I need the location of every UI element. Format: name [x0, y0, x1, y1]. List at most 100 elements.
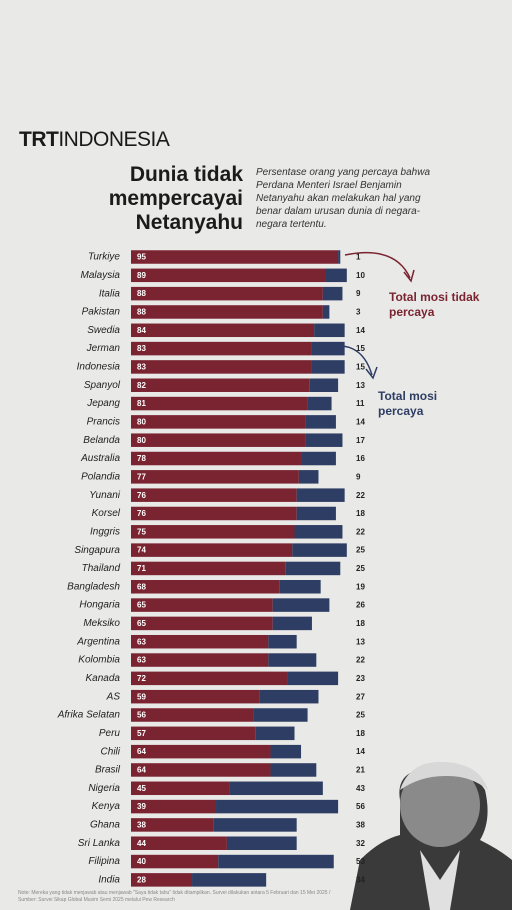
value-label: 68 [137, 582, 146, 591]
value-label: 75 [137, 527, 146, 536]
bar-segment [131, 323, 315, 338]
value-label: 32 [356, 839, 365, 848]
bar-segment [131, 763, 271, 777]
bar-segment [325, 268, 347, 283]
bar-segment [309, 378, 339, 392]
value-label: 18 [356, 729, 365, 738]
category-label: India [98, 875, 120, 886]
value-label: 95 [137, 253, 146, 262]
bar-segment [131, 836, 227, 850]
legend-entry: Total mosi percaya [378, 389, 438, 418]
category-label: Sri Lanka [78, 838, 121, 849]
category-label: Peru [99, 728, 121, 739]
value-label: 88 [137, 289, 146, 298]
arrow-head [403, 269, 415, 283]
value-label: 81 [137, 399, 146, 408]
bar-segment [268, 653, 317, 667]
value-label: 1 [356, 253, 361, 262]
category-label: Korsel [92, 508, 121, 519]
value-label: 64 [137, 747, 146, 756]
bar-segment [298, 470, 319, 484]
bar-segment [131, 268, 326, 283]
bar-segment [285, 561, 341, 576]
logo: TRTINDONESIA [19, 128, 170, 152]
category-label: Yunani [89, 490, 121, 501]
value-label: 14 [356, 326, 365, 335]
value-label: 74 [137, 546, 146, 555]
arrow-head [365, 366, 378, 380]
value-label: 43 [356, 784, 365, 793]
bar-segment [307, 396, 332, 411]
category-label: Jepang [86, 398, 120, 409]
value-label: 76 [137, 509, 146, 518]
bar-segment [131, 506, 297, 521]
value-label: 64 [137, 766, 146, 775]
bar-segment [268, 634, 297, 649]
value-label: 89 [137, 271, 146, 280]
bar-segment [131, 726, 256, 741]
footnote: Note: Mereka yang tidak menjawab atau me… [18, 890, 331, 903]
value-label: 53 [356, 857, 365, 866]
bar-segment [131, 396, 308, 411]
bar-segment [218, 854, 334, 869]
value-label: 44 [137, 839, 146, 848]
value-label: 3 [356, 308, 361, 317]
value-label: 16 [356, 454, 365, 463]
category-label: Nigeria [88, 783, 120, 794]
value-label: 21 [356, 766, 365, 775]
bar-segment [294, 525, 343, 539]
category-label: Bangladesh [67, 581, 120, 592]
value-label: 65 [137, 601, 146, 610]
portrait [350, 761, 512, 910]
value-label: 56 [137, 711, 146, 720]
value-label: 25 [356, 546, 365, 555]
category-label: Hongaria [79, 600, 120, 611]
value-label: 9 [356, 472, 361, 481]
value-label: 23 [356, 674, 365, 683]
category-label: Swedia [87, 325, 120, 336]
bar-segment [314, 323, 345, 338]
value-label: 28 [137, 875, 146, 884]
bar-segment [270, 763, 317, 777]
bar-segment [259, 689, 319, 704]
bar-segment [131, 799, 217, 814]
bar-segment [131, 689, 260, 704]
category-label: Brasil [95, 765, 121, 776]
value-label: 80 [137, 417, 146, 426]
bar-segment [296, 506, 336, 521]
bar-segment [131, 634, 269, 649]
value-label: 38 [356, 821, 365, 830]
value-label: 13 [356, 637, 365, 646]
value-label: 15 [356, 363, 365, 372]
value-label: 39 [137, 802, 146, 811]
bar-segment [131, 341, 312, 356]
value-label: 25 [356, 564, 365, 573]
bar-segment [287, 671, 339, 686]
arrow [344, 251, 411, 279]
value-label: 18 [356, 509, 365, 518]
value-label: 45 [137, 784, 146, 793]
category-label: Polandia [81, 471, 120, 482]
category-label: Turkiye [88, 252, 120, 263]
value-label: 63 [137, 637, 146, 646]
value-label: 15 [356, 344, 365, 353]
value-label: 34 [356, 875, 365, 884]
bar-segment [311, 360, 345, 374]
category-label: Belanda [83, 435, 120, 446]
value-label: 11 [356, 399, 365, 408]
bar-segment [213, 818, 297, 832]
value-label: 59 [137, 692, 146, 701]
category-label: Ghana [90, 820, 120, 831]
value-label: 18 [356, 619, 365, 628]
category-label: AS [106, 691, 121, 702]
chart-subtitle: Persentase orang yang percaya bahwa Perd… [256, 167, 431, 230]
bar-segment [131, 488, 297, 502]
value-label: 63 [137, 656, 146, 665]
legend-entry: Total mosi tidak percaya [389, 290, 480, 319]
bar-segment [226, 836, 297, 850]
logo-text: INDONESIA [58, 128, 170, 151]
logo-bold: TRT [19, 128, 59, 151]
category-label: Filipina [88, 856, 120, 867]
value-label: 82 [137, 381, 146, 390]
